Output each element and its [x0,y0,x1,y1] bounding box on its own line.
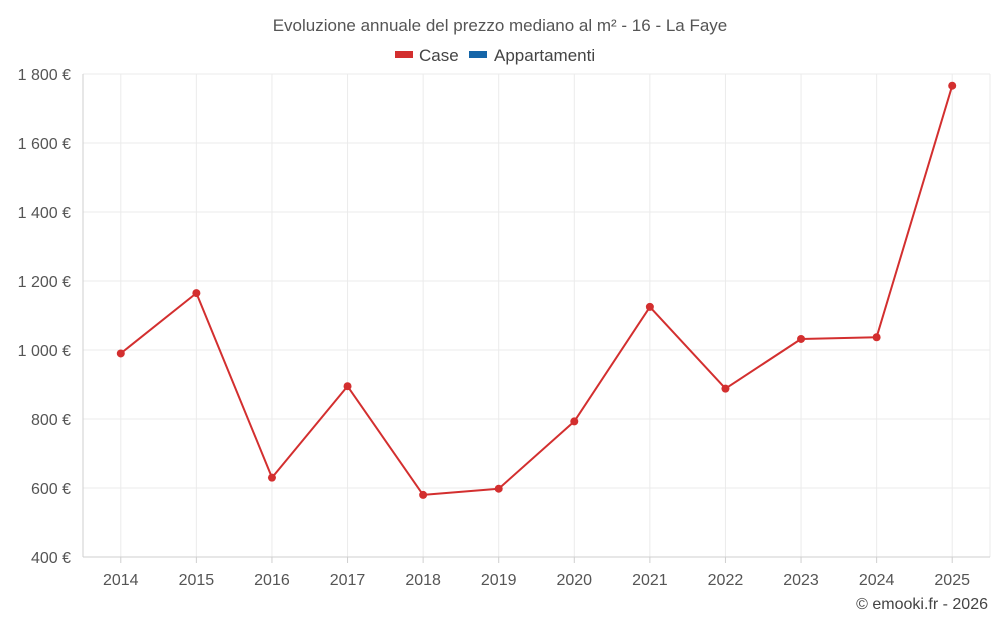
y-tick-label: 600 € [31,481,71,498]
legend-item-case[interactable]: Case [395,46,459,65]
series-case [116,81,957,499]
y-tick-label: 1 400 € [18,205,71,222]
x-tick-label: 2018 [405,572,441,589]
x-tick-label: 2020 [556,572,592,589]
legend-swatch-case [395,51,413,58]
y-tick-label: 1 600 € [18,136,71,153]
x-tick-label: 2021 [632,572,668,589]
y-tick-label: 1 000 € [18,343,71,360]
grid [83,73,991,557]
data-point-2014[interactable] [116,349,125,358]
data-point-2015[interactable] [192,289,201,298]
x-tick-label: 2015 [179,572,215,589]
chart-title: Evoluzione annuale del prezzo mediano al… [273,16,728,35]
data-point-2022[interactable] [721,384,730,393]
data-point-2020[interactable] [570,417,579,426]
y-tick-label: 400 € [31,550,71,567]
x-tick-label: 2016 [254,572,290,589]
axes: 400 € 600 € 800 € 1 000 € 1 200 € 1 400 € 1 60… [18,67,990,589]
legend-swatch-appartamenti [469,51,487,58]
legend-label-case: Case [419,46,459,65]
x-tick-label: 2017 [330,572,366,589]
y-tick-label: 1 800 € [18,67,71,84]
x-tick-label: 2023 [783,572,819,589]
y-tick-label: 800 € [31,412,71,429]
legend-item-appartamenti[interactable]: Appartamenti [469,46,595,65]
data-point-2024[interactable] [872,333,881,342]
legend: Case Appartamenti [395,46,595,65]
legend-label-appartamenti: Appartamenti [494,46,595,65]
x-tick-label: 2014 [103,572,139,589]
data-point-2025[interactable] [948,81,957,90]
data-point-2023[interactable] [797,334,806,343]
data-point-2019[interactable] [494,484,503,493]
data-point-2018[interactable] [419,490,428,499]
credit-text: © emooki.fr - 2026 [856,596,988,613]
x-tick-label: 2019 [481,572,517,589]
x-tick-label: 2024 [859,572,895,589]
x-tick-label: 2025 [934,572,970,589]
data-point-2021[interactable] [645,302,654,311]
x-tick-label: 2022 [708,572,744,589]
series-line-case [120,85,954,496]
data-point-2016[interactable] [267,473,276,482]
y-tick-label: 1 200 € [18,274,71,291]
data-point-2017[interactable] [343,382,352,391]
